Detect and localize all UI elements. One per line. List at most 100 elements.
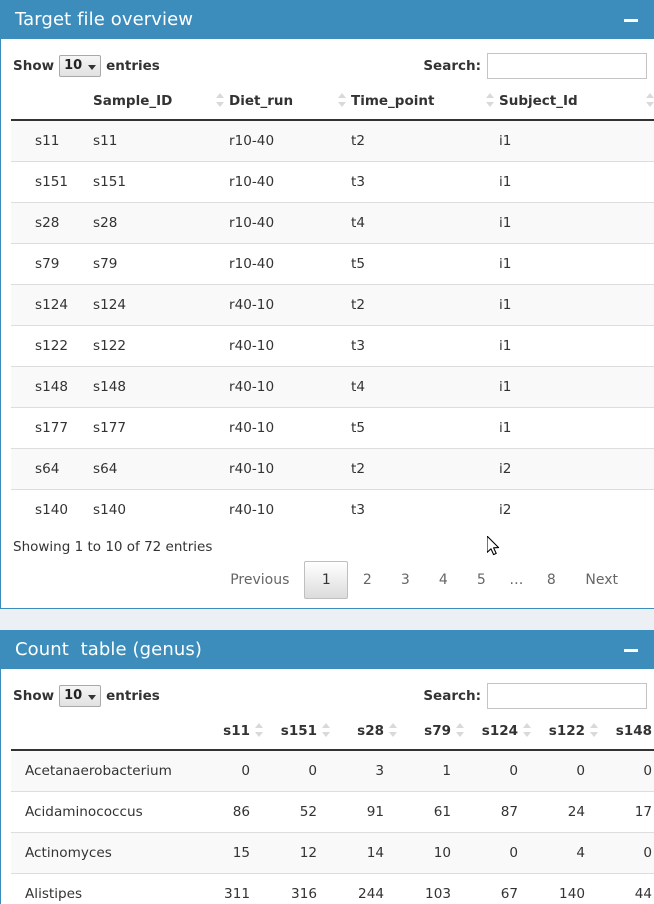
table-row[interactable]: s151 s151 r10-40 t3 i1: [11, 161, 654, 203]
column-header-s122[interactable]: s122: [536, 713, 603, 751]
table-cell: 140: [536, 873, 603, 904]
column-header-diet-run[interactable]: Diet_run: [229, 83, 351, 121]
column-header-s151[interactable]: s151: [268, 713, 335, 751]
table-cell: 44: [603, 873, 654, 904]
pagination-page-4[interactable]: 4: [438, 572, 448, 588]
table-cell: 15: [201, 832, 268, 874]
table-row[interactable]: s148 s148 r40-10 t4 i1: [11, 366, 654, 408]
table-cell: i2: [499, 448, 654, 490]
column-header-time-point[interactable]: Time_point: [351, 83, 499, 121]
pagination-page-8[interactable]: 8: [546, 572, 556, 588]
table-cell: i1: [499, 161, 654, 203]
table-cell: s148: [11, 366, 93, 408]
column-header-s79[interactable]: s79: [402, 713, 469, 751]
table-cell: 17: [603, 791, 654, 833]
column-label: Diet_run: [229, 93, 294, 109]
table-info: Showing 1 to 10 of 72 entries: [13, 539, 213, 555]
column-header-taxon[interactable]: [11, 713, 201, 751]
column-label: Subject_Id: [499, 93, 578, 109]
page-length-select[interactable]: 10: [59, 55, 102, 77]
table-cell: 87: [469, 791, 536, 833]
column-header-s28[interactable]: s28: [335, 713, 402, 751]
table-cell: i1: [499, 407, 654, 449]
table-cell: r10-40: [229, 119, 351, 162]
search-input[interactable]: [487, 683, 647, 709]
table-row[interactable]: s124 s124 r40-10 t2 i1: [11, 284, 654, 326]
table-cell: s122: [11, 325, 93, 367]
table-row[interactable]: Alistipes 311 316 244 103 67 140 44: [11, 873, 654, 904]
table-row[interactable]: s177 s177 r40-10 t5 i1: [11, 407, 654, 449]
sort-icon: [646, 93, 654, 107]
table-cell: 1: [402, 749, 469, 792]
pagination-previous[interactable]: Previous: [230, 572, 290, 588]
panel-body-target-file: Show 10 entries Search:: [1, 39, 654, 608]
pagination-page-1[interactable]: 1: [304, 561, 349, 599]
panel-gap: [0, 609, 654, 630]
column-label: s148: [615, 723, 652, 739]
table-row[interactable]: Acidaminococcus 86 52 91 61 87 24 17: [11, 791, 654, 833]
pagination-ellipsis: …: [509, 572, 524, 588]
table-cell: Actinomyces: [11, 832, 201, 874]
panel-body-count-table: Show 10 entries Search:: [1, 669, 654, 904]
column-label: s79: [424, 723, 451, 739]
show-label: Show: [13, 58, 55, 74]
table-cell: s177: [93, 407, 229, 449]
column-header-s11[interactable]: s11: [201, 713, 268, 751]
table-body-count: Acetanaerobacterium 0 0 3 1 0 0 0 Acidaminococcu…: [11, 749, 654, 904]
table-cell: t3: [351, 325, 499, 367]
table-count-genus: s11 s151 s28 s79: [11, 713, 654, 904]
table-cell: 14: [335, 832, 402, 874]
panel-count-table-genus: Count table (genus) Show 10 entries Se: [0, 630, 654, 904]
table-row[interactable]: Acetanaerobacterium 0 0 3 1 0 0 0: [11, 749, 654, 792]
table-row[interactable]: s79 s79 r10-40 t5 i1: [11, 243, 654, 285]
table-row[interactable]: s64 s64 r40-10 t2 i2: [11, 448, 654, 490]
page-length-select[interactable]: 10: [59, 685, 102, 707]
table-cell: 10: [402, 832, 469, 874]
table-cell: s79: [11, 243, 93, 285]
column-header-sample-id[interactable]: Sample_ID: [93, 83, 229, 121]
panel-tools: [622, 11, 648, 29]
sort-icon: [590, 723, 599, 737]
table-cell: r40-10: [229, 489, 351, 530]
pagination-page-2[interactable]: 2: [362, 572, 372, 588]
column-header-subject-id[interactable]: Subject_Id: [499, 83, 654, 121]
page-length-control: Show 10 entries: [13, 55, 160, 77]
minus-icon[interactable]: [622, 11, 640, 29]
table-target-file: Sample_ID Diet_run Time_point Subje: [11, 83, 654, 530]
pagination-page-3[interactable]: 3: [400, 572, 410, 588]
table-cell: t2: [351, 119, 499, 162]
table-cell: r10-40: [229, 202, 351, 244]
pagination-page-5[interactable]: 5: [476, 572, 486, 588]
pagination-next[interactable]: Next: [585, 572, 618, 588]
sort-icon: [486, 93, 495, 107]
table-row[interactable]: Actinomyces 15 12 14 10 0 4 0: [11, 832, 654, 874]
column-label: Sample_ID: [93, 93, 173, 109]
pagination: Previous 1 2 3 4 5 … 8 Next: [215, 561, 633, 599]
table-cell: i2: [499, 489, 654, 530]
table-cell: r40-10: [229, 448, 351, 490]
table-cell: 311: [201, 873, 268, 904]
column-header-s124[interactable]: s124: [469, 713, 536, 751]
table-cell: 244: [335, 873, 402, 904]
table-cell: s177: [11, 407, 93, 449]
sort-icon: [456, 723, 465, 737]
table-row[interactable]: s140 s140 r40-10 t3 i2: [11, 489, 654, 530]
search-label: Search:: [423, 688, 481, 704]
entries-label: entries: [106, 688, 160, 704]
minus-icon[interactable]: [622, 641, 640, 659]
table-cell: s11: [11, 119, 93, 162]
table-row[interactable]: s11 s11 r10-40 t2 i1: [11, 119, 654, 162]
table-cell: t2: [351, 284, 499, 326]
table-row[interactable]: s122 s122 r40-10 t3 i1: [11, 325, 654, 367]
page-length-control: Show 10 entries: [13, 685, 160, 707]
table-cell: i1: [499, 243, 654, 285]
column-header-s148[interactable]: s148: [603, 713, 654, 751]
table-row[interactable]: s28 s28 r10-40 t4 i1: [11, 202, 654, 244]
table-cell: 61: [402, 791, 469, 833]
column-header-blank[interactable]: [11, 83, 93, 121]
table-cell: i1: [499, 366, 654, 408]
search-input[interactable]: [487, 53, 647, 79]
table-cell: 0: [536, 749, 603, 792]
table-cell: 12: [268, 832, 335, 874]
table-cell: s124: [11, 284, 93, 326]
